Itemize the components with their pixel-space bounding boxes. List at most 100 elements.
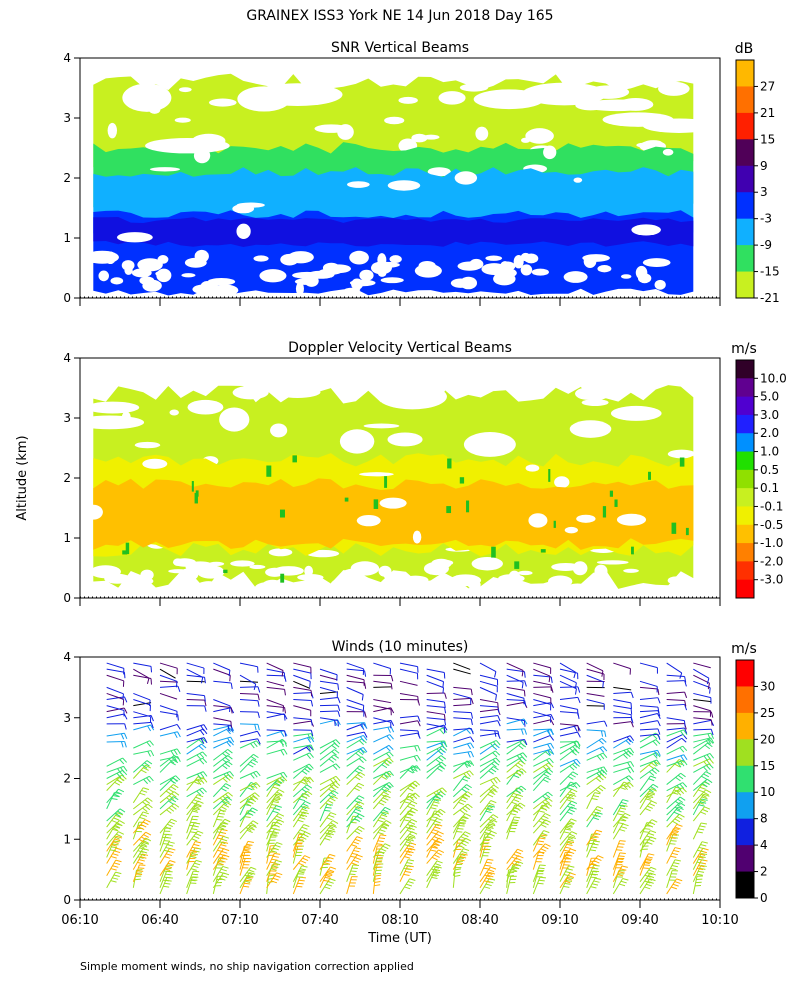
data-gap (359, 472, 394, 477)
wind-barb-feather (324, 809, 331, 812)
wind-barb-feather (705, 765, 711, 771)
wind-barb-feather (706, 778, 713, 784)
wind-barb-feather (646, 858, 653, 860)
wind-barb-feather (271, 858, 278, 861)
wind-barb-feather (439, 789, 445, 795)
wind-barb-feather (651, 800, 658, 804)
wind-barb-feather (245, 877, 252, 881)
wind-barb-feather (521, 670, 524, 677)
wind-barb-feather (417, 730, 420, 737)
wind-barb-feather (622, 754, 628, 759)
wind-barb-feather (172, 796, 179, 801)
wind-barb-feather (516, 755, 522, 761)
wind-barb-feather (257, 711, 260, 719)
wind-barb-feather (485, 826, 492, 830)
wind-barb-feather (227, 748, 233, 754)
wind-barb-shaft (346, 686, 364, 695)
wind-barb-shaft (293, 686, 312, 691)
colorbar-swatch (736, 765, 754, 793)
wind-barb-shaft (666, 727, 685, 731)
wind-barb-feather (116, 835, 123, 839)
wind-barb-feather (434, 842, 440, 847)
wind-barb-feather (113, 817, 120, 821)
wind-barb-shaft (346, 734, 364, 743)
data-gap (370, 261, 392, 275)
wind-barb-feather (276, 793, 283, 797)
wind-barb-feather (374, 884, 381, 887)
velocity-speckle (344, 497, 349, 502)
colorbar-label: 10.0 (760, 371, 787, 385)
wind-barb-shaft (506, 701, 525, 707)
colorbar-swatch (736, 561, 754, 581)
wind-barb-feather (301, 794, 308, 800)
wind-barb-shaft (453, 736, 471, 743)
wind-barb-feather (460, 836, 467, 840)
wind-barb-shaft (399, 692, 418, 697)
wind-barb-feather (216, 831, 223, 834)
wind-barb-feather (218, 846, 225, 850)
wind-barb-feather (303, 824, 310, 828)
wind-barb-feather (545, 769, 551, 775)
wind-barb-feather (648, 788, 654, 793)
wind-barb-feather (305, 746, 311, 752)
wind-barb-feather (388, 757, 394, 763)
wind-barb-shaft (159, 674, 178, 682)
wind-barb-feather (114, 781, 121, 786)
velocity-speckle (447, 458, 452, 469)
wind-barb-feather (621, 804, 628, 807)
wind-barb-shaft (639, 728, 658, 731)
wind-barb-feather (655, 752, 661, 758)
wind-barb-feather (520, 785, 527, 791)
snr-units: dB (735, 41, 754, 57)
wind-barb-shaft (692, 806, 705, 822)
wind-barb-shaft (346, 731, 365, 737)
wind-barb-shaft (506, 692, 525, 699)
wind-barb-feather (601, 670, 604, 677)
wind-barb-shaft (159, 711, 178, 716)
winds-units: m/s (731, 641, 757, 657)
colorbar-label: 2 (760, 865, 768, 879)
wind-barb-shaft (132, 821, 140, 840)
wind-barb-feather (550, 702, 555, 709)
colorbar-swatch (736, 245, 754, 273)
wind-barb-feather (670, 834, 677, 836)
wind-barb-feather (328, 814, 335, 818)
wind-barb-shaft (666, 734, 684, 743)
colorbar-label: 3.0 (760, 408, 779, 422)
wind-barb-feather (569, 836, 576, 840)
wind-barb-feather (359, 771, 366, 776)
wind-barb-feather (602, 746, 608, 752)
wind-barb-feather (195, 804, 202, 808)
wind-barb-feather (575, 782, 581, 788)
colorbar-swatch (736, 818, 754, 846)
wind-barb-feather (703, 761, 709, 767)
wind-barb-feather (490, 768, 497, 773)
wind-barb-feather (593, 817, 600, 821)
wind-barb-feather (484, 880, 491, 883)
wind-barb-shaft (479, 708, 498, 713)
wind-barb-feather (432, 798, 439, 802)
wind-barb-feather (170, 750, 175, 757)
wind-barb-feather (488, 770, 494, 775)
wind-barb-feather (250, 756, 257, 761)
wind-barb-feather (595, 777, 602, 783)
wind-barb-feather (335, 781, 341, 786)
wind-barb-feather (512, 819, 519, 822)
wind-barb-feather (544, 799, 551, 804)
wind-barb-feather (594, 792, 601, 795)
wind-barb-feather (431, 844, 438, 849)
wind-barb-feather (461, 788, 468, 793)
data-gap (377, 253, 387, 267)
wind-barb-feather (703, 791, 710, 796)
wind-barb-feather (330, 866, 337, 870)
wind-barb-feather (616, 849, 623, 851)
wind-barb-feather (442, 687, 445, 694)
wind-barb-feather (247, 840, 254, 843)
wind-barb-shaft (586, 668, 605, 675)
altitude-tick-label: 0 (63, 591, 71, 605)
wind-barb-feather (356, 836, 363, 840)
wind-barb-feather (328, 794, 334, 799)
wind-barb-feather (563, 873, 570, 877)
wind-barb-feather (171, 793, 177, 798)
wind-barb-feather (194, 841, 202, 844)
